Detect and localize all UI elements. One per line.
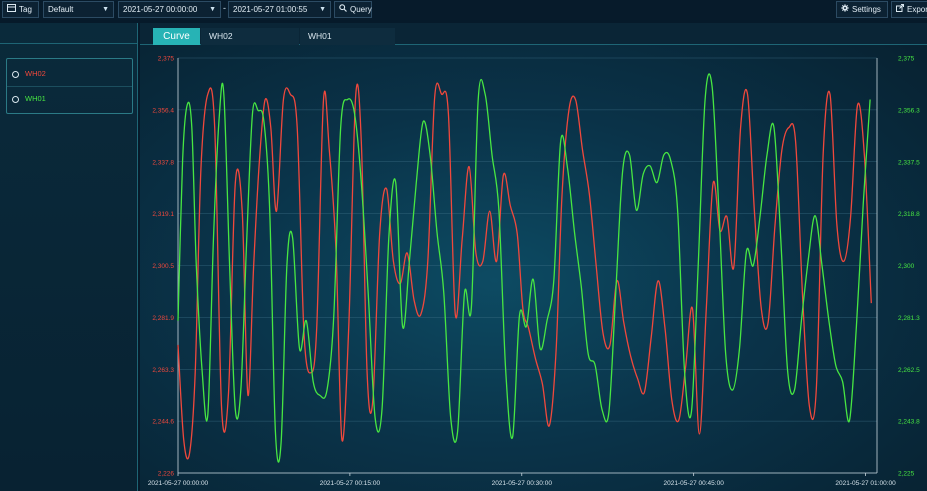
end-time-picker[interactable]: 2021-05-27 01:00:55 ▼ [228, 1, 331, 18]
y-tick-label-left: 2,300.5 [152, 263, 174, 270]
tag-button[interactable]: Tag [2, 1, 39, 18]
y-tick-label-right: 2,337.5 [898, 159, 920, 166]
y-tick-label-left: 2,337.8 [152, 159, 174, 166]
chart-area: Curve WH02 WH01 2,375 2,375 2,356.4 2,356.3… [140, 23, 927, 491]
query-button[interactable]: Query [334, 1, 372, 18]
chevron-down-icon: ▼ [209, 6, 216, 13]
y-tick-label-left: 2,226 [158, 471, 175, 478]
y-tick-label-right: 2,262.5 [898, 367, 920, 374]
y-tick-label-left: 2,375 [158, 56, 175, 63]
y-tick-label-left: 2,263.3 [152, 367, 174, 374]
preset-select[interactable]: Default ▼ [43, 1, 114, 18]
y-tick-label-right: 2,243.8 [898, 419, 920, 426]
x-tick-label: 2021-05-27 00:30:00 [492, 480, 553, 487]
export-button[interactable]: Export [891, 1, 927, 18]
x-tick-label: 2021-05-27 00:15:00 [320, 480, 381, 487]
query-label: Query [350, 5, 372, 14]
tab-wh01[interactable]: WH01 [300, 28, 395, 45]
x-tick-label: 2021-05-27 00:45:00 [663, 480, 724, 487]
series-panel: WH02 WH01 [0, 23, 138, 491]
settings-button[interactable]: Settings [836, 1, 888, 18]
series-legend: WH02 WH01 [6, 58, 133, 114]
gear-icon [841, 2, 849, 17]
chevron-down-icon: ▼ [319, 6, 326, 13]
legend-label-wh02: WH02 [25, 69, 46, 78]
series-line-wh01 [177, 73, 871, 463]
time-range-dash: - [223, 3, 226, 13]
start-time-picker[interactable]: 2021-05-27 00:00:00 ▼ [118, 1, 221, 18]
legend-label-wh01: WH01 [25, 94, 46, 103]
toolbar: Tag Default ▼ 2021-05-27 00:00:00 ▼ - 20… [0, 0, 927, 20]
y-tick-label-right: 2,281.3 [898, 315, 920, 322]
preset-value: Default [48, 5, 74, 14]
y-tick-label-right: 2,375 [898, 56, 915, 63]
legend-item-wh02[interactable]: WH02 [12, 67, 46, 81]
tag-label: Tag [19, 5, 32, 14]
radio-icon [12, 70, 19, 78]
export-label: Export [907, 5, 927, 14]
x-tick-label: 2021-05-27 00:00:00 [148, 480, 209, 487]
radio-icon [12, 95, 19, 103]
x-tick-label: 2021-05-27 01:00:00 [835, 480, 896, 487]
search-icon [339, 2, 347, 17]
y-tick-label-left: 2,281.9 [152, 315, 174, 322]
y-tick-label-left: 2,319.1 [152, 211, 174, 218]
y-tick-label-right: 2,356.3 [898, 107, 920, 114]
y-tick-label-right: 2,318.8 [898, 211, 920, 218]
series-line-wh02 [177, 82, 872, 460]
legend-divider [7, 86, 132, 87]
tab-wh02[interactable]: WH02 [201, 28, 299, 45]
end-time-value: 2021-05-27 01:00:55 [233, 5, 308, 14]
legend-item-wh01[interactable]: WH01 [12, 92, 46, 106]
settings-label: Settings [852, 5, 881, 14]
series-panel-header [0, 23, 138, 44]
chevron-down-icon: ▼ [102, 6, 109, 13]
y-tick-label-left: 2,244.6 [152, 419, 174, 426]
y-tick-label-right: 2,225 [898, 471, 915, 478]
export-icon [896, 2, 904, 17]
y-tick-label-left: 2,356.4 [152, 107, 174, 114]
tab-bar: Curve WH02 WH01 [140, 23, 927, 45]
tag-icon [7, 2, 16, 17]
start-time-value: 2021-05-27 00:00:00 [123, 5, 198, 14]
tab-curve[interactable]: Curve [153, 28, 200, 45]
line-chart: 2,375 2,375 2,356.4 2,356.3 2,337.8 2,337.5 2,… [148, 56, 920, 488]
y-tick-label-right: 2,300 [898, 263, 915, 270]
